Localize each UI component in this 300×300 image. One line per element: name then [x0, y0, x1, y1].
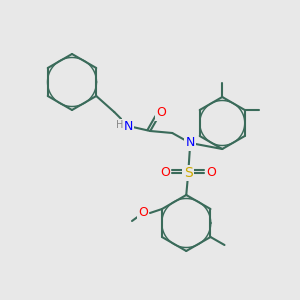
Text: N: N [124, 119, 133, 133]
Text: H: H [116, 120, 123, 130]
Text: O: O [138, 206, 148, 220]
Text: N: N [186, 136, 195, 149]
Text: S: S [184, 166, 193, 180]
Text: O: O [206, 167, 216, 179]
Text: O: O [156, 106, 166, 119]
Text: O: O [160, 167, 170, 179]
